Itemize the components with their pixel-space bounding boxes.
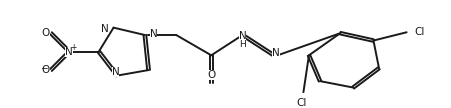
Text: H: H	[239, 40, 245, 49]
Text: O: O	[207, 70, 215, 80]
Text: N: N	[111, 67, 119, 77]
Text: N: N	[272, 48, 279, 58]
Text: O: O	[41, 65, 50, 75]
Text: O: O	[41, 28, 50, 38]
Text: N: N	[65, 47, 73, 57]
Text: +: +	[69, 43, 76, 52]
Text: Cl: Cl	[413, 27, 423, 37]
Text: N: N	[101, 25, 109, 34]
Text: −: −	[40, 63, 47, 72]
Text: N: N	[238, 31, 246, 41]
Text: N: N	[149, 29, 157, 39]
Text: Cl: Cl	[296, 98, 306, 108]
